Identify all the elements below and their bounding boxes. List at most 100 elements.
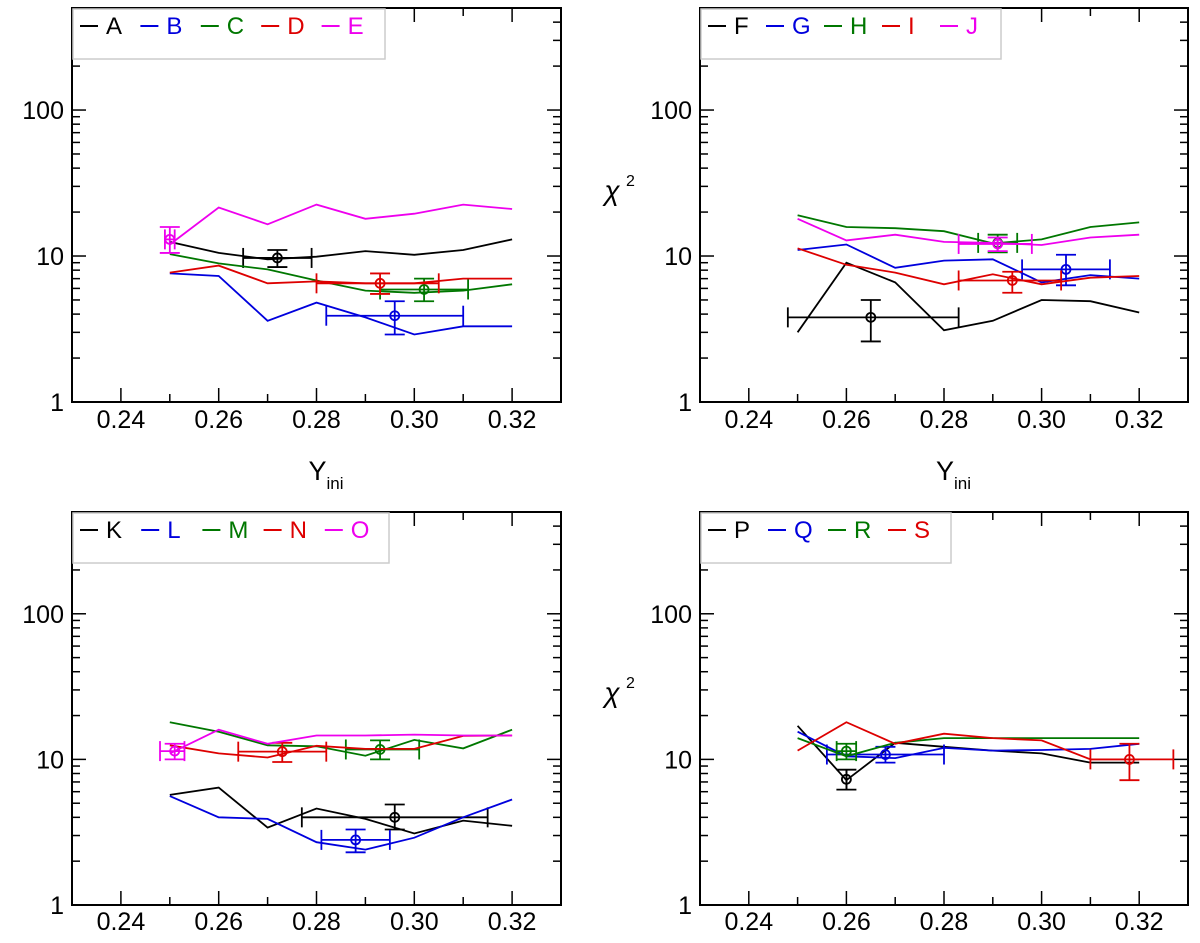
series-line-J bbox=[797, 217, 1140, 246]
panel-4: 0.24 0.26 0.28 0.30 0.32 1 10 100 χ 2 P Q R S bbox=[601, 511, 1189, 936]
y-tick-label: 1 bbox=[50, 389, 64, 417]
x-tick-label: 0.26 bbox=[194, 406, 243, 434]
x-axis-label: Y bbox=[936, 456, 954, 486]
series-line-H bbox=[797, 214, 1140, 245]
legend-label-G: G bbox=[792, 13, 811, 40]
x-tick-label: 0.28 bbox=[292, 908, 341, 936]
panel-2: 0.24 0.26 0.28 0.30 0.32 1 10 100 Y ini χ 2 F G H I J bbox=[601, 7, 1189, 493]
series-line-K bbox=[169, 786, 513, 835]
legend-label-F: F bbox=[734, 13, 749, 40]
series-line-M bbox=[169, 721, 513, 757]
x-tick-label: 0.24 bbox=[97, 908, 146, 936]
series-point-B bbox=[325, 300, 465, 336]
series-line-Q bbox=[797, 730, 1140, 760]
plot-frame bbox=[699, 7, 1189, 403]
legend-label-D: D bbox=[287, 13, 304, 40]
x-tick-label: 0.32 bbox=[488, 908, 537, 936]
legend-label-B: B bbox=[166, 13, 182, 40]
legend: A B C D E bbox=[72, 8, 386, 60]
series-point-D bbox=[315, 272, 440, 295]
series-line-C bbox=[169, 253, 513, 294]
series-line-L bbox=[169, 795, 513, 851]
plot-frame bbox=[699, 511, 1189, 906]
x-tick-label: 0.28 bbox=[920, 406, 969, 434]
legend-label-O: O bbox=[351, 517, 370, 544]
x-tick-label: 0.26 bbox=[194, 908, 243, 936]
y-tick-label: 1 bbox=[678, 389, 692, 417]
series-point-F bbox=[786, 299, 960, 343]
legend-label-E: E bbox=[348, 13, 364, 40]
legend-label-H: H bbox=[850, 13, 867, 40]
series-line-O bbox=[169, 728, 513, 755]
legend-label-K: K bbox=[106, 517, 122, 544]
legend-label-M: M bbox=[228, 517, 248, 544]
legend-label-C: C bbox=[227, 13, 244, 40]
series-line-S bbox=[797, 721, 1140, 761]
y-axis-label-superscript: 2 bbox=[626, 173, 635, 190]
x-axis-label: Y bbox=[309, 456, 327, 486]
legend-label-N: N bbox=[290, 517, 307, 544]
series-line-D bbox=[169, 264, 513, 285]
x-axis-label-subscript: ini bbox=[327, 474, 344, 493]
y-tick-label: 10 bbox=[664, 746, 692, 774]
legend: K L M N O bbox=[72, 512, 390, 564]
x-tick-label: 0.32 bbox=[488, 406, 537, 434]
legend-label-R: R bbox=[854, 517, 871, 544]
series-point-E bbox=[159, 226, 180, 254]
series-point-N bbox=[237, 741, 328, 763]
y-tick-label: 100 bbox=[650, 97, 692, 125]
series-point-P bbox=[836, 768, 857, 791]
y-axis-label: χ bbox=[601, 175, 620, 206]
y-tick-label: 10 bbox=[664, 243, 692, 271]
series-line-P bbox=[796, 725, 1140, 782]
y-tick-label: 10 bbox=[36, 746, 64, 774]
y-tick-label: 1 bbox=[50, 892, 64, 920]
legend: F G H I J bbox=[700, 8, 1002, 60]
x-tick-label: 0.32 bbox=[1115, 908, 1164, 936]
x-tick-label: 0.28 bbox=[292, 406, 341, 434]
series-point-R bbox=[835, 741, 858, 762]
y-tick-label: 100 bbox=[22, 97, 64, 125]
series-line-I bbox=[797, 247, 1140, 286]
legend-label-S: S bbox=[914, 517, 930, 544]
y-axis-label: χ bbox=[601, 677, 620, 708]
series-line-E bbox=[169, 203, 513, 246]
legend-label-L: L bbox=[167, 517, 180, 544]
series-line-F bbox=[796, 261, 1140, 333]
series-line-N bbox=[169, 734, 513, 759]
x-tick-label: 0.30 bbox=[390, 406, 439, 434]
x-tick-label: 0.30 bbox=[390, 908, 439, 936]
series-point-J bbox=[957, 233, 1033, 254]
series-point-O bbox=[159, 741, 186, 762]
x-tick-label: 0.26 bbox=[822, 908, 871, 936]
x-tick-label: 0.32 bbox=[1115, 406, 1164, 434]
series-point-K bbox=[300, 803, 489, 831]
series-point-L bbox=[320, 828, 391, 854]
series-line-B bbox=[169, 272, 513, 336]
x-tick-label: 0.24 bbox=[724, 908, 773, 936]
x-axis-label-subscript: ini bbox=[954, 474, 971, 493]
x-tick-label: 0.28 bbox=[920, 908, 969, 936]
legend-label-A: A bbox=[106, 13, 122, 40]
legend-label-Q: Q bbox=[794, 517, 813, 544]
x-tick-label: 0.24 bbox=[97, 406, 146, 434]
legend-label-P: P bbox=[734, 517, 750, 544]
x-tick-label: 0.26 bbox=[822, 406, 871, 434]
legend-label-J: J bbox=[966, 13, 978, 40]
series-point-I bbox=[957, 270, 1063, 294]
series-line-A bbox=[169, 238, 513, 261]
y-tick-label: 10 bbox=[36, 243, 64, 271]
series-line-R bbox=[797, 737, 1140, 758]
legend-label-I: I bbox=[908, 13, 915, 40]
legend: P Q R S bbox=[700, 512, 952, 564]
y-tick-label: 1 bbox=[678, 892, 692, 920]
y-tick-label: 100 bbox=[650, 601, 692, 629]
series-point-G bbox=[1021, 253, 1111, 287]
series-point-A bbox=[242, 247, 313, 268]
panel-3: 0.24 0.26 0.28 0.30 0.32 1 10 100 K L M N O bbox=[22, 511, 562, 936]
x-tick-label: 0.30 bbox=[1017, 908, 1066, 936]
series-line-G bbox=[797, 243, 1140, 284]
x-tick-label: 0.30 bbox=[1017, 406, 1066, 434]
plot-frame bbox=[71, 511, 562, 906]
